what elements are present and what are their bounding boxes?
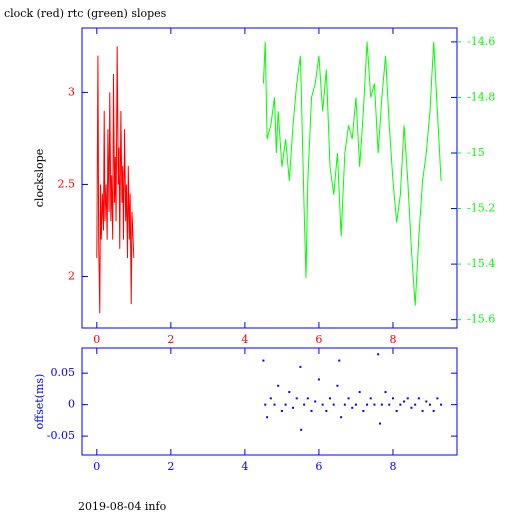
x-tick-label: 4 <box>241 333 248 346</box>
x-tick-label: 6 <box>315 333 322 346</box>
y-tick-label: 3 <box>68 85 75 98</box>
data-point <box>373 403 376 406</box>
y-tick-label: 2 <box>68 269 75 282</box>
data-point <box>325 409 328 412</box>
data-point <box>262 359 265 362</box>
data-point <box>410 406 413 409</box>
x-tick-label: 2 <box>167 460 174 473</box>
x-tick-label: 8 <box>389 333 396 346</box>
data-point <box>347 397 350 400</box>
data-point <box>421 409 424 412</box>
y2-tick-label: -15.2 <box>467 202 495 215</box>
data-point <box>391 397 394 400</box>
data-line <box>262 41 442 306</box>
data-point <box>332 403 335 406</box>
y-tick-label: 0 <box>68 398 75 411</box>
data-line <box>96 46 135 314</box>
y2-tick-label: -14.6 <box>467 35 495 48</box>
data-point <box>269 397 272 400</box>
data-point <box>266 416 269 419</box>
y2-tick-label: -14.8 <box>467 90 495 103</box>
y2-tick-label: -15 <box>467 146 485 159</box>
data-point <box>428 403 431 406</box>
data-point <box>343 403 346 406</box>
footer: 2019-08-04 info <box>78 500 167 512</box>
data-point <box>384 391 387 394</box>
data-point <box>395 409 398 412</box>
data-point <box>414 403 417 406</box>
data-point <box>264 403 267 406</box>
x-tick-label: 8 <box>389 460 396 473</box>
data-point <box>317 378 320 381</box>
y-axis-label: offset(ms) <box>33 374 46 430</box>
data-point <box>306 397 309 400</box>
data-point <box>300 428 303 431</box>
data-point <box>340 416 343 419</box>
x-tick-label: 0 <box>93 460 100 473</box>
data-point <box>399 403 402 406</box>
data-point <box>388 403 391 406</box>
y2-tick-label: -15.4 <box>467 257 495 270</box>
data-point <box>277 384 280 387</box>
data-point <box>295 397 298 400</box>
data-point <box>358 391 361 394</box>
y-tick-label: 2.5 <box>58 177 76 190</box>
data-point <box>273 403 276 406</box>
y-tick-label: -0.05 <box>47 429 75 442</box>
data-point <box>362 409 365 412</box>
data-point <box>417 397 420 400</box>
data-point <box>336 384 339 387</box>
data-point <box>436 397 439 400</box>
data-point <box>303 403 306 406</box>
y-tick-label: 0.05 <box>51 366 76 379</box>
plot-frame <box>81 27 458 329</box>
data-point <box>351 406 354 409</box>
data-point <box>321 403 324 406</box>
data-point <box>310 409 313 412</box>
plot-frame <box>81 347 458 456</box>
data-point <box>425 400 428 403</box>
data-point <box>379 422 382 425</box>
data-point <box>406 397 409 400</box>
x-tick-label: 0 <box>93 333 100 346</box>
data-point <box>432 409 435 412</box>
data-point <box>354 403 357 406</box>
y-axis-label: clockslope <box>33 149 46 207</box>
data-point <box>403 400 406 403</box>
data-point <box>314 400 317 403</box>
data-point <box>366 403 369 406</box>
data-point <box>369 397 372 400</box>
data-point <box>280 409 283 412</box>
data-point <box>299 365 302 368</box>
data-point <box>380 403 383 406</box>
data-point <box>338 359 341 362</box>
data-point <box>377 353 380 356</box>
x-tick-label: 4 <box>241 460 248 473</box>
data-point <box>329 397 332 400</box>
data-point <box>440 403 443 406</box>
chart-title: clock (red) rtc (green) slopes <box>4 7 167 20</box>
x-tick-label: 6 <box>315 460 322 473</box>
x-tick-label: 2 <box>167 333 174 346</box>
data-point <box>288 391 291 394</box>
data-point <box>292 406 295 409</box>
data-point <box>284 403 287 406</box>
y2-tick-label: -15.6 <box>467 313 495 326</box>
